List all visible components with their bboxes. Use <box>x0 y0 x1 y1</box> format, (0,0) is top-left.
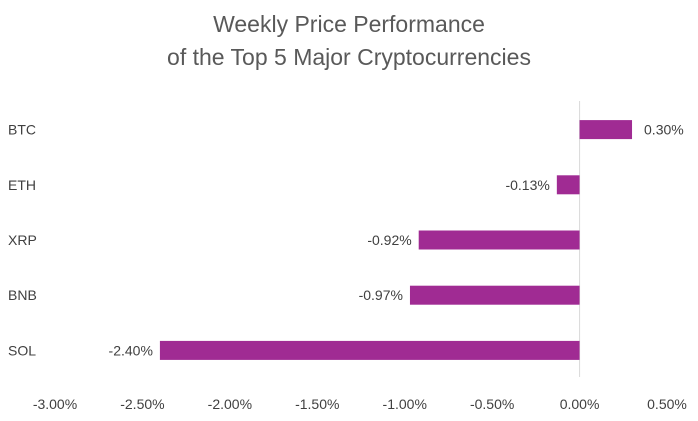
x-tick-label: 0.50% <box>647 396 687 412</box>
x-tick-label: -1.50% <box>295 396 339 412</box>
chart-title: Weekly Price Performance of the Top 5 Ma… <box>0 8 698 74</box>
bar-sol <box>159 340 580 360</box>
bar-xrp <box>418 230 580 250</box>
data-label-xrp: -0.92% <box>367 232 411 248</box>
bar-eth <box>556 175 580 195</box>
data-label-eth: -0.13% <box>505 177 549 193</box>
category-label-eth: ETH <box>8 177 36 193</box>
data-label-btc: 0.30% <box>644 122 684 138</box>
x-tick-label: -0.50% <box>470 396 514 412</box>
x-tick-label: 0.00% <box>560 396 600 412</box>
bar-bnb <box>409 285 580 305</box>
x-tick-label: -3.00% <box>33 396 77 412</box>
category-label-xrp: XRP <box>8 232 37 248</box>
x-tick-label: -2.00% <box>208 396 252 412</box>
x-tick-label: -1.00% <box>383 396 427 412</box>
chart-title-line-1: Weekly Price Performance <box>213 11 485 37</box>
x-tick-label: -2.50% <box>120 396 164 412</box>
bar-btc <box>579 120 633 140</box>
data-label-bnb: -0.97% <box>359 287 403 303</box>
category-label-btc: BTC <box>8 122 36 138</box>
data-label-sol: -2.40% <box>109 342 153 358</box>
chart-title-line-2: of the Top 5 Major Cryptocurrencies <box>167 44 531 70</box>
category-label-bnb: BNB <box>8 287 37 303</box>
category-label-sol: SOL <box>8 342 36 358</box>
